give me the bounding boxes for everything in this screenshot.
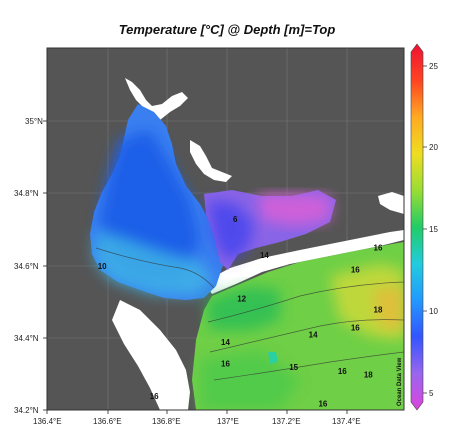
map-frame: [46, 47, 405, 411]
contour-label: 16: [351, 265, 360, 274]
y-tick-label: 35°N: [25, 117, 43, 126]
y-tick-label: 34.4°N: [14, 334, 39, 343]
contour-labels: 10 6 14 12 16 16 16 14 16 14 15 16 16 16 18 18: [98, 215, 383, 409]
water-layer: [90, 78, 404, 410]
southwest-coast: [112, 300, 190, 410]
x-tick-label: 136.6°E: [93, 417, 122, 426]
contour-label: 6: [233, 215, 238, 224]
shelf-orange-patch: [372, 286, 404, 330]
island-lagoon: [268, 352, 278, 364]
contour-label: 16: [318, 399, 327, 408]
y-ticks: [43, 120, 47, 411]
x-tick-label: 137°E: [217, 417, 239, 426]
contour-label: 16: [150, 392, 159, 401]
contour-label: 18: [364, 370, 373, 379]
contour-label: 16: [221, 360, 230, 369]
colorbar-body: [410, 43, 424, 411]
contour-lines: [95, 247, 405, 381]
x-tick-label: 136.8°E: [152, 417, 181, 426]
north-coast-inlet: [125, 78, 188, 120]
contour-label: 15: [289, 363, 298, 372]
y-tick-label: 34.2°N: [14, 406, 39, 415]
colorbar-tick-label: 25: [429, 62, 438, 71]
contour-label: 14: [309, 331, 318, 340]
mikawa-bay-deep: [208, 200, 254, 262]
x-ticks: [46, 410, 348, 414]
y-tick-label: 34.8°N: [14, 189, 39, 198]
colorbar-tick-label: 10: [429, 307, 438, 316]
colorbar-tick-label: 20: [429, 143, 438, 152]
x-tick-label: 137.4°E: [332, 417, 361, 426]
contour-label: 16: [351, 323, 360, 332]
shelf-south-green: [200, 350, 300, 410]
contour-label: 16: [374, 244, 383, 253]
y-tick-label: 34.6°N: [14, 262, 39, 271]
east-coast-islet: [378, 192, 404, 214]
contour-label: 12: [237, 294, 246, 303]
bay-mouth-coast: [204, 230, 404, 294]
map-title: Temperature [°C] @ Depth [m]=Top: [118, 22, 336, 37]
x-tick-label: 137.2°E: [272, 417, 301, 426]
mikawa-bay-pink: [258, 194, 330, 226]
contour-label: 18: [374, 305, 383, 314]
colorbar-tick-label: 5: [429, 389, 434, 398]
x-tick-label: 136.4°E: [33, 417, 62, 426]
contour-label: 14: [260, 251, 269, 260]
colorbar: 25 20 15 10 5: [410, 43, 438, 411]
ocean-data-view-credit: Ocean Data View: [397, 357, 403, 406]
contour-label: 10: [98, 262, 107, 271]
shelf-green-band: [206, 286, 280, 330]
colorbar-ticks: [423, 65, 427, 394]
east-inlet: [190, 140, 232, 182]
contour-label: 16: [338, 367, 347, 376]
contour-label: 14: [221, 338, 230, 347]
colorbar-tick-label: 15: [429, 225, 438, 234]
